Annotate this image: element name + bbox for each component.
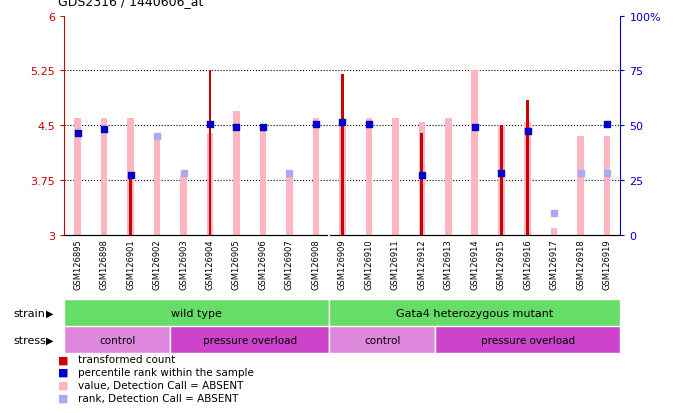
Bar xyxy=(341,75,344,235)
Text: GSM126901: GSM126901 xyxy=(126,239,135,289)
Text: GSM126910: GSM126910 xyxy=(364,239,374,289)
Point xyxy=(284,170,295,177)
Bar xyxy=(180,177,187,235)
Bar xyxy=(498,126,504,235)
Bar xyxy=(64,326,170,353)
Text: GSM126902: GSM126902 xyxy=(153,239,161,289)
Bar xyxy=(260,130,266,235)
Bar xyxy=(329,326,435,353)
Text: ▶: ▶ xyxy=(45,308,54,318)
Point xyxy=(99,126,110,133)
Bar xyxy=(209,71,212,235)
Text: ■: ■ xyxy=(58,380,68,390)
Bar xyxy=(286,173,293,235)
Point xyxy=(416,172,427,179)
Text: GSM126907: GSM126907 xyxy=(285,239,294,289)
Bar xyxy=(207,133,214,235)
Text: GSM126904: GSM126904 xyxy=(205,239,214,289)
Point xyxy=(549,210,559,217)
Text: GSM126917: GSM126917 xyxy=(550,239,559,289)
Text: GSM126912: GSM126912 xyxy=(418,239,426,289)
Text: percentile rank within the sample: percentile rank within the sample xyxy=(78,367,254,377)
Bar xyxy=(154,137,161,235)
Point xyxy=(575,170,586,177)
Text: ■: ■ xyxy=(58,393,68,403)
Bar xyxy=(329,299,620,326)
Point xyxy=(522,128,533,135)
Text: GSM126913: GSM126913 xyxy=(444,239,453,289)
Bar xyxy=(101,119,107,235)
Point xyxy=(601,170,612,177)
Text: strain: strain xyxy=(14,308,45,318)
Bar xyxy=(551,228,557,235)
Point xyxy=(152,134,163,140)
Text: GSM126914: GSM126914 xyxy=(471,239,479,289)
Text: GSM126908: GSM126908 xyxy=(311,239,321,289)
Text: GSM126895: GSM126895 xyxy=(73,239,82,289)
Text: ▶: ▶ xyxy=(45,335,54,345)
Bar xyxy=(526,100,529,235)
Text: GSM126919: GSM126919 xyxy=(603,239,612,289)
Text: control: control xyxy=(364,335,400,345)
Text: stress: stress xyxy=(14,335,46,345)
Point xyxy=(496,170,506,177)
Bar xyxy=(392,119,399,235)
Text: rank, Detection Call = ABSENT: rank, Detection Call = ABSENT xyxy=(78,393,239,403)
Text: transformed count: transformed count xyxy=(78,354,175,364)
Bar xyxy=(420,133,423,235)
Bar xyxy=(233,112,240,235)
Point xyxy=(125,172,136,179)
Point xyxy=(231,125,242,131)
Bar xyxy=(365,119,372,235)
Text: GSM126903: GSM126903 xyxy=(179,239,188,289)
Text: GSM126911: GSM126911 xyxy=(391,239,400,289)
Text: pressure overload: pressure overload xyxy=(481,335,575,345)
Bar xyxy=(339,122,346,235)
Text: GSM126918: GSM126918 xyxy=(576,239,585,289)
Text: pressure overload: pressure overload xyxy=(203,335,297,345)
Text: ■: ■ xyxy=(58,367,68,377)
Bar xyxy=(604,137,610,235)
Text: Gata4 heterozygous mutant: Gata4 heterozygous mutant xyxy=(396,308,553,318)
Text: ■: ■ xyxy=(58,354,68,364)
Point xyxy=(73,130,83,137)
Text: GSM126898: GSM126898 xyxy=(100,239,108,290)
Point xyxy=(469,125,480,131)
Bar xyxy=(500,126,502,235)
Text: wild type: wild type xyxy=(172,308,222,318)
Bar xyxy=(129,173,132,235)
Point xyxy=(258,125,268,131)
Text: GSM126906: GSM126906 xyxy=(258,239,267,289)
Point xyxy=(363,121,374,128)
Bar xyxy=(75,119,81,235)
Bar xyxy=(435,326,620,353)
Text: GSM126915: GSM126915 xyxy=(497,239,506,289)
Bar xyxy=(418,122,425,235)
Point xyxy=(601,121,612,128)
Point xyxy=(205,121,216,128)
Bar xyxy=(313,119,319,235)
Text: value, Detection Call = ABSENT: value, Detection Call = ABSENT xyxy=(78,380,243,390)
Bar xyxy=(64,299,329,326)
Bar xyxy=(524,122,531,235)
Bar xyxy=(170,326,329,353)
Bar xyxy=(471,71,478,235)
Text: control: control xyxy=(99,335,136,345)
Point xyxy=(311,121,321,128)
Point xyxy=(178,170,189,177)
Text: GSM126909: GSM126909 xyxy=(338,239,347,289)
Text: GSM126905: GSM126905 xyxy=(232,239,241,289)
Text: GSM126916: GSM126916 xyxy=(523,239,532,289)
Bar xyxy=(445,119,452,235)
Bar xyxy=(578,137,584,235)
Bar xyxy=(127,119,134,235)
Point xyxy=(337,119,348,126)
Text: GDS2316 / 1440606_at: GDS2316 / 1440606_at xyxy=(58,0,203,8)
